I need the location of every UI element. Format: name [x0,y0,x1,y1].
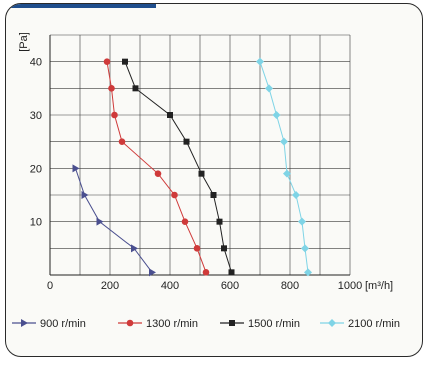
x-tick-label: 200 [101,280,119,292]
data-point [202,269,210,276]
legend-item: 2100 r/min [320,318,400,330]
series-2100-r-min [256,57,312,277]
data-point [292,191,300,199]
legend-swatch-marker [229,320,235,326]
y-axis-label: [Pa] [18,32,30,52]
data-point [118,138,126,145]
data-point [103,58,111,65]
series-line [75,168,153,273]
data-point [72,164,80,173]
y-tick-label: 20 [30,163,42,175]
data-point [111,111,118,119]
data-point [167,112,173,118]
legend-item: 1500 r/min [220,318,300,330]
x-tick-label: 0 [47,280,53,292]
data-point [81,191,89,199]
legend-swatch-marker [328,319,336,327]
data-point [96,217,104,226]
data-point [298,217,306,226]
data-point [131,244,138,253]
y-tick-label: 40 [30,57,42,69]
data-point [171,191,178,199]
data-point [283,169,291,178]
data-point [256,57,264,66]
data-point [280,137,288,146]
data-point [221,245,227,252]
legend-label: 900 r/min [40,318,86,330]
legend-label: 2100 r/min [348,318,400,330]
legend-swatch-marker [126,319,134,327]
chart-frame [5,3,423,357]
x-tick-label: 800 [281,280,299,292]
series-1300-r-min [103,58,210,276]
y-tick-label: 10 [30,217,42,229]
series-line [259,61,309,273]
data-point [265,84,273,93]
legend-item: 900 r/min [12,318,86,330]
top-accent-bar [6,4,156,8]
series-line [106,61,207,273]
legend-swatch-marker [21,319,28,327]
legend-item: 1300 r/min [118,318,198,330]
legend-label: 1300 r/min [146,318,198,330]
series-layer [72,57,312,277]
data-point [216,218,223,225]
data-point [122,58,128,65]
data-point [132,85,139,92]
data-point [183,138,190,145]
grid [49,34,351,276]
axes: 0 200 400 600 800 1000 10 20 30 40[Pa] [m³/h] [18,32,393,292]
data-point [181,218,189,225]
data-point [154,170,162,177]
x-tick-label: 400 [161,280,179,292]
y-tick-label: 30 [30,110,42,122]
data-point [304,268,312,277]
series-900-r-min [72,164,156,277]
data-point [272,111,281,119]
legend: 900 r/min 1300 r/min 1500 r/min 2100 r/min [12,318,400,330]
data-point [193,245,201,252]
series-1500-r-min [122,58,235,276]
data-point [301,244,309,253]
data-point [210,192,217,198]
x-axis-label: [m³/h] [365,280,393,292]
data-point [149,268,156,277]
x-tick-label: 600 [221,280,239,292]
data-point [198,170,205,177]
data-point [108,85,115,92]
data-point [228,269,235,276]
x-tick-label: 1000 [338,280,362,292]
series-line [124,61,232,273]
legend-label: 1500 r/min [248,318,300,330]
